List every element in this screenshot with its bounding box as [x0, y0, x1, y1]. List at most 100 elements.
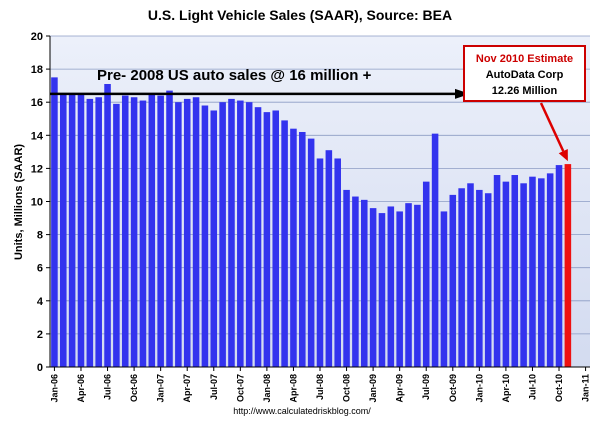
reference-line-label: Pre- 2008 US auto sales @ 16 million + [97, 67, 372, 84]
x-axis: Jan-06 Apr-06 Jul-06 Oct-06 Jan-07 Apr-07 Jul-… [49, 367, 591, 403]
y-tick-label: 4 [37, 296, 44, 308]
x-tick-label: Jan-08 [262, 374, 272, 403]
y-tick-label: 12 [31, 163, 43, 175]
bar [183, 98, 191, 367]
bar [219, 102, 226, 367]
annotation-line-3: 12.26 Million [492, 85, 558, 97]
bar [51, 77, 58, 367]
x-tick-label: Jan-09 [368, 374, 378, 403]
x-tick-label: Jan-07 [156, 374, 166, 403]
x-tick-label: Apr-06 [76, 374, 86, 403]
y-tick-label: 20 [31, 31, 43, 43]
y-tick-label: 14 [31, 130, 44, 142]
x-tick-label: Oct-06 [129, 374, 139, 402]
bar [555, 165, 563, 367]
y-tick-label: 6 [37, 263, 43, 275]
reference-arrowhead [455, 88, 470, 99]
bar [148, 93, 156, 368]
bar [387, 206, 395, 367]
source-url: http://www.calculatedriskblog.com/ [233, 406, 371, 416]
bar [458, 188, 465, 367]
annotation-box [463, 45, 586, 102]
annotation-arrow [539, 102, 565, 152]
bars [51, 77, 572, 368]
bar [299, 131, 306, 367]
bar [325, 150, 333, 367]
x-tick-label: Apr-07 [182, 374, 192, 403]
y-tick-label: 0 [37, 362, 43, 374]
x-tick-label: Oct-08 [342, 374, 352, 402]
bar [502, 181, 510, 367]
bar [520, 183, 527, 367]
bar [77, 93, 85, 368]
bar [192, 97, 200, 368]
bar [68, 93, 76, 368]
bar [281, 120, 288, 367]
x-tick-label: Apr-09 [395, 374, 405, 403]
y-axis: 0 2 4 6 8 10 12 14 16 18 20 [31, 31, 50, 374]
bar [113, 103, 120, 367]
bar [396, 211, 403, 367]
x-tick-label: Jan-10 [474, 374, 484, 403]
annotation-arrowhead [558, 149, 568, 162]
bar [546, 173, 554, 367]
bar [210, 110, 218, 367]
x-tick-label: Oct-10 [554, 374, 564, 402]
annotation-line-1: Nov 2010 Estimate [476, 53, 573, 65]
x-tick-label: Jul-06 [103, 374, 113, 400]
x-tick-label: Jul-10 [527, 374, 537, 400]
bar [228, 98, 235, 367]
bar [493, 175, 501, 367]
bar [130, 97, 138, 368]
bar [414, 204, 421, 367]
x-tick-label: Jul-08 [315, 374, 325, 400]
bar [272, 110, 280, 367]
bar [405, 203, 412, 367]
bar [254, 107, 262, 367]
bar [449, 194, 457, 367]
y-tick-label: 10 [31, 197, 43, 209]
bar [316, 158, 324, 367]
bar [166, 90, 173, 368]
bar [139, 100, 147, 368]
bar [529, 176, 536, 367]
bar [484, 193, 492, 367]
bar [467, 183, 474, 367]
y-tick-label: 18 [31, 64, 43, 76]
y-tick-label: 8 [37, 230, 43, 242]
bar [104, 83, 111, 368]
bar [95, 97, 102, 368]
bar [422, 181, 430, 367]
bar [334, 158, 341, 367]
bar [290, 128, 297, 367]
bar [538, 178, 545, 367]
annotation-line-2: AutoData Corp [486, 69, 564, 81]
bar [60, 93, 67, 368]
bar [476, 189, 483, 367]
bar [511, 175, 519, 367]
bar [343, 189, 350, 367]
x-tick-label: Oct-07 [235, 374, 245, 402]
chart-title: U.S. Light Vehicle Sales (SAAR), Source:… [148, 7, 452, 23]
x-tick-label: Apr-10 [501, 374, 511, 403]
bar [431, 133, 439, 367]
bar [263, 112, 271, 367]
bar [440, 211, 448, 367]
y-tick-label: 2 [37, 329, 43, 341]
bar [175, 102, 182, 367]
bar [360, 199, 368, 367]
bar [157, 95, 164, 367]
x-tick-label: Jan-11 [581, 374, 591, 402]
x-tick-label: Apr-08 [288, 374, 298, 403]
bar [201, 105, 209, 367]
y-tick-label: 16 [31, 97, 43, 109]
bar [86, 98, 94, 367]
x-tick-label: Oct-09 [448, 374, 458, 402]
bar [352, 196, 359, 367]
bar [121, 95, 129, 367]
x-tick-label: Jul-09 [421, 374, 431, 400]
x-tick-label: Jul-07 [209, 374, 219, 400]
bar [245, 102, 253, 367]
